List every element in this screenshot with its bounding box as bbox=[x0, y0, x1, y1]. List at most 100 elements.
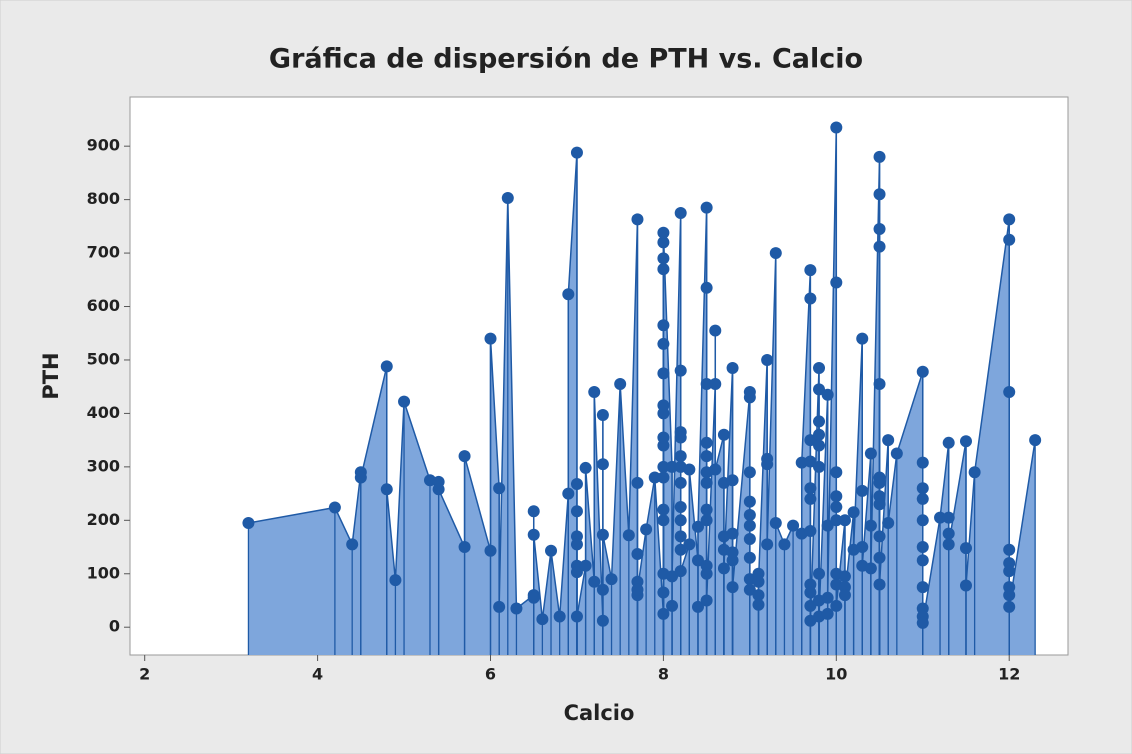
point bbox=[545, 544, 558, 557]
point bbox=[380, 360, 393, 373]
point bbox=[804, 482, 817, 495]
point bbox=[916, 482, 929, 495]
point bbox=[631, 583, 644, 596]
point bbox=[873, 498, 886, 511]
point bbox=[570, 477, 583, 490]
point bbox=[579, 559, 592, 572]
y-tick-label: 400 bbox=[87, 403, 120, 422]
point bbox=[666, 599, 679, 612]
point bbox=[942, 511, 955, 524]
point bbox=[709, 463, 722, 476]
x-tick-label: 8 bbox=[658, 665, 669, 684]
point bbox=[700, 476, 713, 489]
point bbox=[700, 594, 713, 607]
point bbox=[657, 319, 670, 332]
point bbox=[657, 263, 670, 276]
point bbox=[700, 436, 713, 449]
point bbox=[432, 483, 445, 496]
point bbox=[674, 500, 687, 513]
point bbox=[838, 514, 851, 527]
point bbox=[674, 476, 687, 489]
point bbox=[743, 508, 756, 521]
point bbox=[813, 361, 826, 374]
point bbox=[527, 505, 540, 518]
point bbox=[959, 579, 972, 592]
point bbox=[847, 506, 860, 519]
point bbox=[328, 501, 341, 514]
point bbox=[596, 528, 609, 541]
x-tick-label: 4 bbox=[312, 665, 323, 684]
point bbox=[882, 516, 895, 529]
point bbox=[1003, 213, 1016, 226]
point bbox=[1003, 565, 1016, 578]
point bbox=[864, 519, 877, 532]
point bbox=[813, 428, 826, 441]
point bbox=[813, 439, 826, 452]
point bbox=[804, 525, 817, 537]
point bbox=[484, 544, 497, 557]
point bbox=[830, 121, 843, 134]
point bbox=[657, 607, 670, 620]
point bbox=[821, 388, 834, 401]
point bbox=[769, 247, 782, 260]
point bbox=[484, 332, 497, 345]
y-tick-label: 0 bbox=[109, 617, 120, 636]
point bbox=[726, 527, 739, 540]
point bbox=[804, 264, 817, 277]
point bbox=[1003, 386, 1016, 399]
point bbox=[562, 487, 575, 500]
y-tick-label: 600 bbox=[87, 296, 120, 315]
y-axis-label: PTH bbox=[39, 352, 63, 399]
point bbox=[683, 463, 696, 476]
point bbox=[700, 450, 713, 463]
point bbox=[856, 484, 869, 497]
point bbox=[596, 458, 609, 471]
point bbox=[691, 554, 704, 567]
point bbox=[700, 281, 713, 294]
point bbox=[657, 399, 670, 412]
point bbox=[743, 391, 756, 404]
point bbox=[838, 589, 851, 602]
point bbox=[346, 538, 359, 551]
point bbox=[674, 514, 687, 527]
point bbox=[674, 565, 687, 578]
point bbox=[726, 361, 739, 374]
point bbox=[501, 192, 514, 205]
point bbox=[614, 378, 627, 391]
point bbox=[657, 503, 670, 516]
point bbox=[830, 466, 843, 479]
point bbox=[657, 514, 670, 527]
y-tick-label: 100 bbox=[87, 563, 120, 582]
point bbox=[1003, 600, 1016, 613]
point bbox=[942, 527, 955, 540]
point bbox=[398, 395, 411, 408]
point bbox=[821, 607, 834, 620]
point bbox=[709, 324, 722, 337]
point bbox=[458, 541, 471, 554]
point bbox=[631, 547, 644, 560]
point bbox=[743, 519, 756, 532]
point bbox=[856, 332, 869, 345]
point bbox=[761, 353, 774, 366]
point bbox=[562, 288, 575, 301]
point bbox=[864, 562, 877, 575]
point bbox=[380, 483, 393, 496]
point bbox=[873, 223, 886, 236]
point bbox=[916, 581, 929, 594]
point bbox=[743, 466, 756, 479]
point bbox=[389, 574, 402, 587]
point bbox=[830, 500, 843, 513]
point bbox=[838, 570, 851, 583]
y-tick-label: 800 bbox=[87, 189, 120, 208]
point bbox=[873, 530, 886, 543]
point bbox=[830, 599, 843, 612]
point bbox=[959, 435, 972, 448]
point bbox=[873, 240, 886, 253]
point bbox=[657, 226, 670, 239]
point bbox=[916, 492, 929, 505]
point bbox=[752, 575, 765, 588]
point bbox=[890, 447, 903, 460]
y-tick-label: 300 bbox=[87, 456, 120, 475]
point bbox=[873, 378, 886, 391]
